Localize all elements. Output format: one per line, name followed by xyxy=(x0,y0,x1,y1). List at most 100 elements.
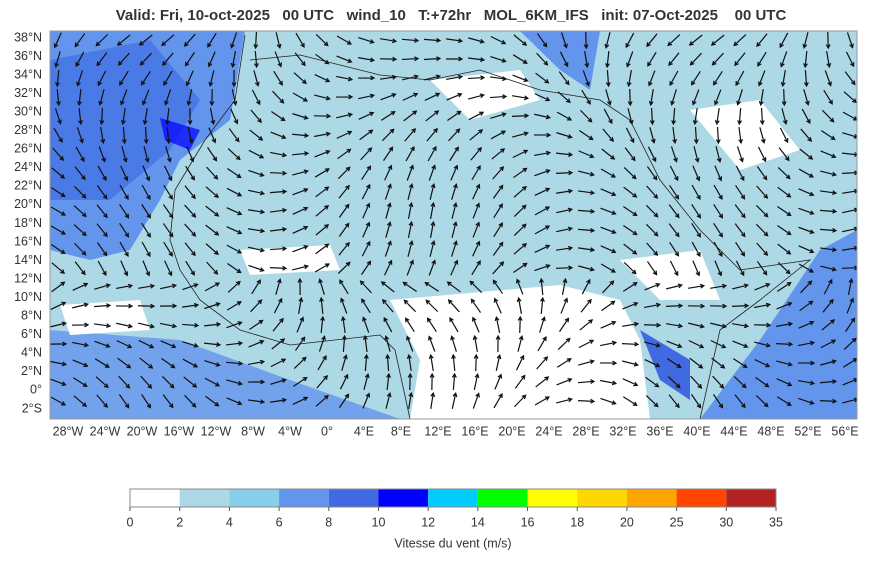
wind-arrow xyxy=(713,184,723,201)
wind-arrow xyxy=(358,36,375,44)
wind-arrow xyxy=(208,127,217,144)
wind-arrow xyxy=(842,397,857,404)
wind-arrow xyxy=(424,92,441,102)
wind-arrow xyxy=(336,130,353,139)
wind-arrow xyxy=(669,241,680,257)
wind-arrow xyxy=(798,226,815,234)
wind-arrow xyxy=(451,353,456,372)
wind-arrow xyxy=(490,112,507,119)
wind-arrow xyxy=(800,280,813,294)
wind-arrow xyxy=(141,394,152,409)
wind-arrow xyxy=(96,223,108,238)
wind-arrow xyxy=(777,167,791,180)
wind-arrow xyxy=(735,185,746,200)
wind-arrow xyxy=(185,70,194,87)
wind-arrow xyxy=(385,392,392,409)
wind-arrow xyxy=(275,278,282,295)
wind-arrow xyxy=(380,74,398,80)
lon-label: 12°W xyxy=(201,424,232,438)
wind-arrow xyxy=(269,265,288,271)
lat-label: 16°N xyxy=(14,234,42,248)
wind-arrow xyxy=(50,378,67,386)
wind-arrow xyxy=(357,75,376,81)
wind-arrow xyxy=(407,183,414,200)
wind-arrow xyxy=(292,92,309,102)
wind-arrow xyxy=(317,355,327,371)
wind-arrow xyxy=(517,335,524,352)
wind-arrow xyxy=(690,375,703,389)
wind-arrow xyxy=(714,108,720,126)
wind-arrow xyxy=(842,377,857,386)
wind-arrow xyxy=(402,74,420,81)
wind-arrow xyxy=(54,108,62,125)
wind-arrow xyxy=(315,394,329,407)
wind-arrow xyxy=(78,107,83,126)
wind-arrow xyxy=(99,107,105,126)
wind-arrow xyxy=(404,127,416,142)
wind-arrow xyxy=(600,207,617,215)
wind-arrow xyxy=(514,394,527,408)
wind-arrow xyxy=(231,89,238,107)
wind-arrow xyxy=(315,53,330,65)
wind-arrow xyxy=(141,222,151,238)
wind-arrow xyxy=(340,315,346,334)
wind-arrow xyxy=(534,244,551,253)
wind-arrow xyxy=(539,316,546,333)
wind-arrow xyxy=(270,397,288,403)
wind-arrow xyxy=(820,339,837,349)
wind-arrow xyxy=(161,34,175,47)
wind-arrow xyxy=(247,399,266,405)
wind-arrow xyxy=(647,51,657,67)
wind-arrow xyxy=(358,57,376,63)
wind-arrow xyxy=(777,206,792,217)
wind-arrow xyxy=(536,52,549,66)
wind-arrow xyxy=(777,243,792,255)
wind-arrow xyxy=(472,334,478,352)
wind-arrow xyxy=(314,94,331,101)
wind-arrow xyxy=(205,205,220,217)
wind-arrow xyxy=(735,260,745,277)
wind-arrow xyxy=(493,203,503,219)
wind-arrow xyxy=(298,296,304,314)
wind-arrow xyxy=(253,70,260,87)
wind-arrow xyxy=(118,394,130,409)
wind-arrow xyxy=(779,127,789,144)
wind-arrow xyxy=(164,89,172,106)
wind-arrow xyxy=(690,70,701,86)
wind-arrow xyxy=(184,52,195,67)
wind-arrow xyxy=(472,221,481,238)
wind-arrow xyxy=(756,242,769,256)
wind-arrow xyxy=(401,37,420,43)
wind-arrow xyxy=(732,283,749,290)
wind-arrow xyxy=(667,34,681,47)
wind-arrow xyxy=(72,282,89,291)
wind-arrow xyxy=(248,359,266,366)
wind-arrow xyxy=(709,303,728,309)
wind-arrow xyxy=(711,357,726,369)
wind-arrow xyxy=(204,302,221,310)
lat-labels: 38°N 36°N 34°N 32°N 30°N 28°N 26°N 24°N 22°N 20°N… xyxy=(14,30,42,415)
wind-arrow xyxy=(621,341,640,347)
wind-arrow xyxy=(669,70,679,87)
wind-arrow xyxy=(798,263,815,273)
wind-arrow xyxy=(137,303,156,309)
wind-arrow xyxy=(315,205,330,217)
wind-arrow xyxy=(385,353,391,372)
wind-arrow xyxy=(273,70,283,86)
wind-arrow xyxy=(667,376,681,389)
wind-arrow xyxy=(490,35,507,45)
wind-arrow xyxy=(692,165,701,182)
wind-arrow xyxy=(380,281,395,293)
wind-arrow xyxy=(383,316,393,333)
wind-arrow xyxy=(269,226,288,232)
lat-label: 38°N xyxy=(14,30,42,44)
wind-arrow xyxy=(50,396,67,406)
wind-arrow xyxy=(556,245,574,251)
wind-arrow xyxy=(555,170,574,176)
wind-arrow xyxy=(339,373,349,390)
wind-arrow xyxy=(556,111,573,121)
colorbar-tick-label: 18 xyxy=(570,515,584,529)
colorbar: 0 2 4 6 8 10 12 14 16 18 20 25 30 35 xyxy=(127,488,783,529)
wind-arrow xyxy=(798,188,815,197)
wind-arrow xyxy=(336,75,354,82)
